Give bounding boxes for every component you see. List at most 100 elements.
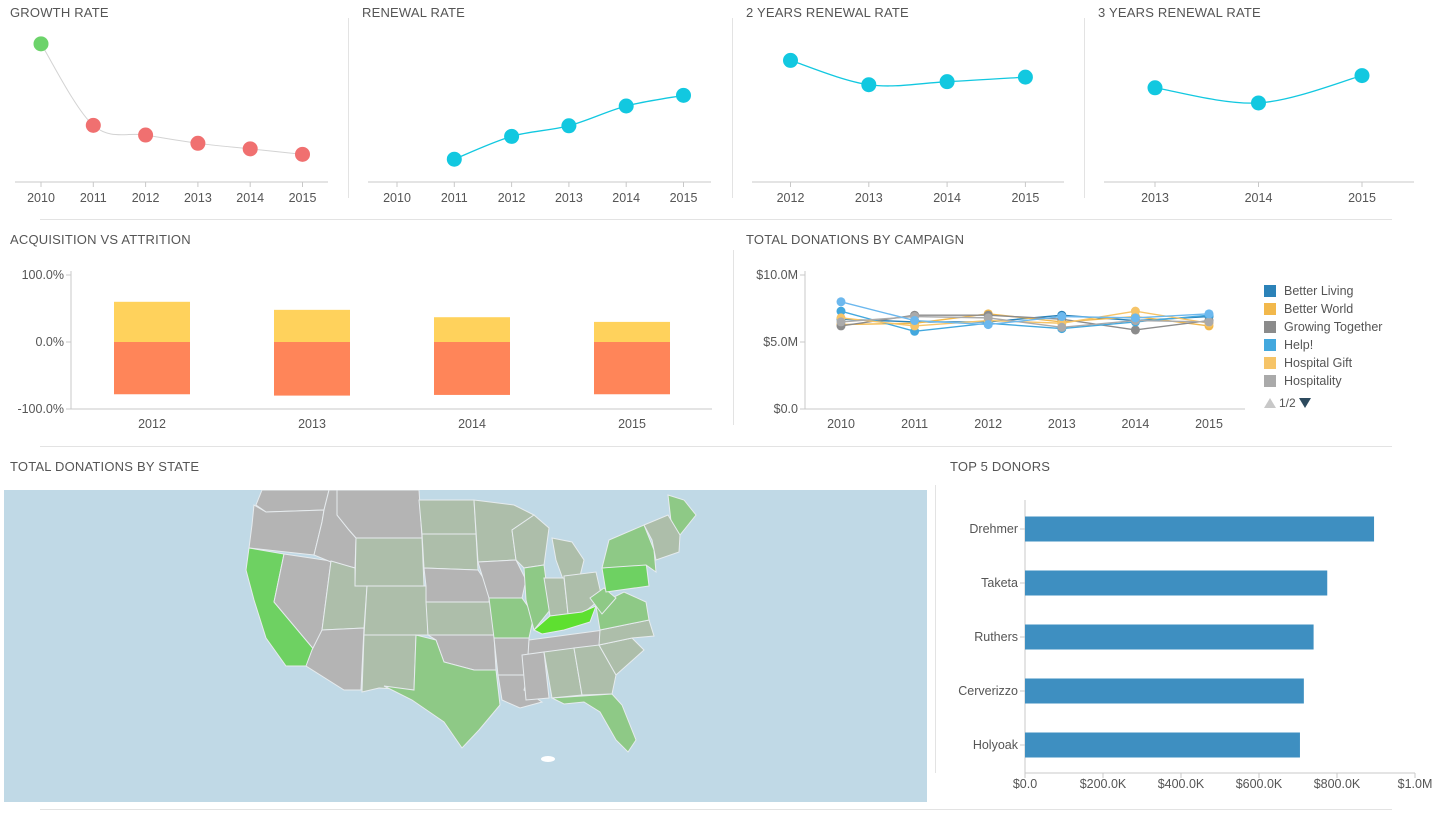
data-point [242, 141, 258, 157]
legend-swatch [1264, 285, 1276, 297]
state-nebraska[interactable] [423, 567, 491, 603]
x-tick-label: 2014 [236, 191, 264, 205]
x-tick-label: 2010 [827, 417, 855, 431]
state-georgia[interactable] [573, 644, 617, 696]
state-washington[interactable] [255, 490, 330, 513]
donor-bar [1025, 678, 1304, 704]
pager-down-icon[interactable] [1298, 398, 1311, 408]
growth-rate-chart[interactable]: 2010 2011 2012 2013 2014 2015 [0, 0, 340, 210]
legend-label: Better World [1284, 302, 1354, 316]
acquisition-attrition-chart[interactable]: 100.0% 0.0% -100.0% 2012 2013 2014 2015 [0, 225, 725, 431]
two-year-renewal-title: 2 YEARS RENEWAL RATE [746, 5, 909, 20]
state-florida[interactable] [550, 693, 637, 753]
legend-item[interactable]: Better Living [1264, 282, 1429, 300]
us-map-svg[interactable] [4, 490, 927, 802]
separator [733, 250, 734, 425]
state-oregon[interactable] [248, 504, 325, 556]
state-donations-title: TOTAL DONATIONS BY STATE [10, 459, 200, 474]
series-line [40, 43, 303, 155]
y-tick-label: 0.0% [36, 335, 65, 349]
x-tick-label: 2011 [901, 417, 928, 431]
two-year-renewal-chart[interactable]: 2012 2013 2014 2015 [734, 0, 1084, 210]
data-point [33, 36, 49, 52]
donor-label: Holyoak [973, 738, 1019, 752]
separator [40, 809, 1392, 810]
state-south-dakota[interactable] [421, 533, 479, 571]
donor-bar [1025, 624, 1314, 650]
state-new-mexico[interactable] [361, 634, 417, 693]
data-point [1354, 68, 1370, 84]
x-tick-label: 2015 [289, 191, 317, 205]
x-tick-label: 2013 [298, 417, 326, 431]
legend-label: Better Living [1284, 284, 1354, 298]
top-donors-chart[interactable]: $0.0 $200.0K $400.0K $600.0K $800.0K $1.0M Dre… [935, 480, 1435, 800]
campaign-data-point [836, 297, 846, 307]
data-point [618, 98, 634, 114]
donor-bar [1025, 570, 1328, 596]
renewal-rate-chart[interactable]: 2010 2011 2012 2013 2014 2015 [350, 0, 730, 210]
donor-label: Ruthers [974, 630, 1018, 644]
three-year-renewal-chart[interactable]: 2013 2014 2015 [1086, 0, 1431, 210]
x-tick-label: 2012 [974, 417, 1002, 431]
legend-item[interactable]: Hospital Gift [1264, 354, 1429, 372]
legend-item[interactable]: Help! [1264, 336, 1429, 354]
campaign-data-point [910, 316, 920, 326]
separator [348, 18, 349, 198]
state-iowa[interactable] [477, 559, 527, 599]
series-line [790, 59, 1026, 87]
data-point [783, 52, 798, 68]
state-kentucky[interactable] [533, 605, 597, 635]
x-tick-label: 2013 [1048, 417, 1076, 431]
state-mississippi[interactable] [521, 651, 550, 701]
donor-bar [1025, 516, 1375, 542]
data-point [1251, 95, 1266, 111]
legend-label: Hospitality [1284, 374, 1342, 388]
x-tick-label: $1.0M [1398, 777, 1433, 791]
campaign-series-line [840, 301, 1210, 326]
y-tick-label: 100.0% [22, 268, 64, 282]
data-point [85, 117, 101, 133]
state-montana[interactable] [336, 490, 423, 539]
pager-label: 1/2 [1279, 396, 1296, 410]
legend-item[interactable]: Hospitality [1264, 372, 1429, 390]
state-ohio[interactable] [563, 571, 603, 615]
state-colorado[interactable] [363, 585, 429, 636]
state-kansas[interactable] [425, 601, 495, 636]
top-donors-title: TOP 5 DONORS [950, 459, 1051, 474]
state-missouri[interactable] [488, 597, 535, 639]
campaign-donations-chart[interactable]: $10.0M $5.0M $0.0 2010 2011 2012 2013 2014 2015 [735, 225, 1255, 431]
data-point [676, 87, 691, 103]
state-west-virginia[interactable] [589, 587, 617, 615]
pager-up-icon[interactable] [1264, 398, 1276, 408]
state-illinois[interactable] [523, 564, 551, 632]
state-new-england[interactable] [643, 514, 681, 561]
attrition-bar [274, 342, 350, 396]
acquisition-bar [434, 317, 510, 342]
x-tick-label: 2014 [1245, 191, 1273, 205]
state-texas[interactable] [383, 634, 501, 749]
data-point [939, 74, 955, 90]
x-tick-label: 2014 [458, 417, 486, 431]
x-tick-label: $400.0K [1158, 777, 1205, 791]
legend-item[interactable]: Better World [1264, 300, 1429, 318]
us-map[interactable] [4, 490, 927, 802]
campaign-data-point [836, 317, 846, 327]
campaign-data-point [1204, 317, 1214, 327]
state-wyoming[interactable] [354, 537, 425, 587]
data-point [138, 127, 154, 143]
x-tick-label: 2014 [1121, 417, 1149, 431]
x-tick-label: $200.0K [1080, 777, 1127, 791]
x-tick-label: 2014 [933, 191, 961, 205]
state-north-dakota[interactable] [418, 499, 477, 535]
x-tick-label: 2010 [383, 191, 411, 205]
attrition-bar [594, 342, 670, 395]
x-tick-label: 2014 [612, 191, 640, 205]
attrition-bar [434, 342, 510, 395]
x-tick-label: 2015 [618, 417, 646, 431]
legend-item[interactable]: Mind Their Business [1264, 390, 1429, 392]
island-shape [541, 756, 555, 762]
legend-label: Growing Together [1284, 320, 1383, 334]
x-tick-label: 2015 [670, 191, 698, 205]
legend-item[interactable]: Growing Together [1264, 318, 1429, 336]
campaign-donations-title: TOTAL DONATIONS BY CAMPAIGN [746, 232, 965, 247]
